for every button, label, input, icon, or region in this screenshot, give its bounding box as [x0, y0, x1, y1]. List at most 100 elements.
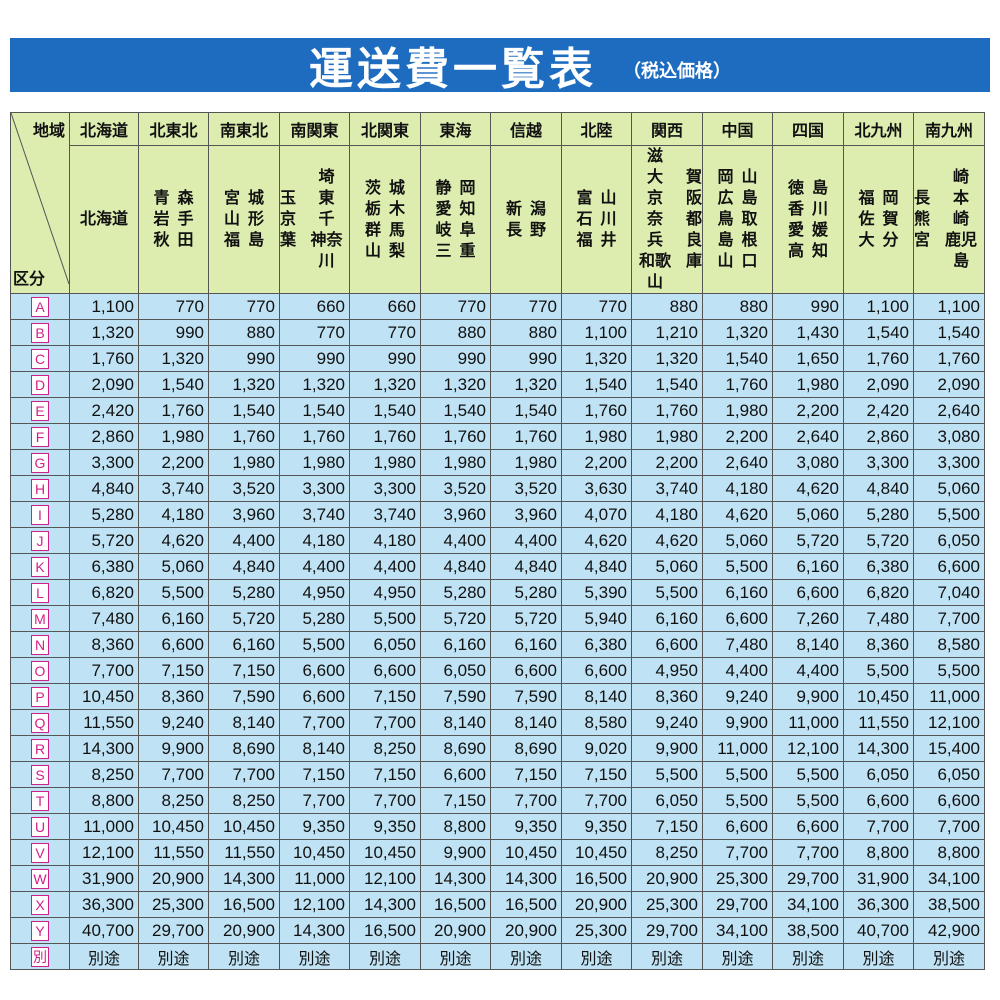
grade-badge: A [31, 296, 49, 317]
prefecture-column: 静愛岐三 [435, 178, 451, 262]
grade-badge: O [31, 660, 49, 681]
price-cell: 7,150 [631, 813, 703, 840]
region-header: 南東北 [208, 112, 280, 146]
price-cell: 1,320 [561, 345, 632, 372]
prefecture-char: 阜 [459, 221, 476, 239]
price-cell: 7,700 [349, 709, 421, 736]
price-cell: 4,620 [631, 527, 703, 554]
price-cell: 9,900 [631, 735, 703, 762]
grade-cell: K [10, 553, 70, 580]
prefecture-char: 島 [812, 179, 829, 197]
price-cell: 36,300 [69, 891, 139, 918]
price-cell: 7,150 [490, 761, 562, 788]
price-cell: 10,450 [490, 839, 562, 866]
price-cell: 1,320 [490, 371, 562, 398]
grade-badge: C [31, 348, 49, 369]
price-cell: 6,600 [913, 787, 985, 814]
price-cell: 8,140 [490, 709, 562, 736]
price-cell: 3,960 [208, 501, 280, 528]
price-cell: 7,150 [561, 761, 632, 788]
price-cell: 4,950 [631, 657, 703, 684]
price-cell: 5,500 [772, 761, 844, 788]
prefecture-column: 島川媛知 [812, 178, 828, 262]
price-cell: 880 [631, 293, 703, 320]
price-cell: 25,300 [138, 891, 209, 918]
price-cell: 5,500 [702, 761, 773, 788]
grade-badge: H [31, 478, 49, 499]
prefecture-char: 佐 [858, 211, 875, 228]
prefecture-char: 大 [858, 232, 875, 249]
price-cell: 6,160 [208, 631, 280, 658]
price-cell: 770 [208, 293, 280, 320]
price-cell: 5,500 [772, 787, 844, 814]
price-cell: 770 [138, 293, 209, 320]
grade-cell: V [10, 839, 70, 866]
price-cell: 10,450 [279, 839, 350, 866]
prefecture-char: 茨 [364, 179, 381, 197]
prefecture-char: 賀 [882, 211, 899, 228]
price-cell: 6,050 [631, 787, 703, 814]
price-cell: 7,700 [208, 761, 280, 788]
price-cell: 5,720 [208, 605, 280, 632]
price-cell: 5,390 [561, 579, 632, 606]
prefecture-column: 山島取根口 [742, 167, 758, 272]
price-cell: 25,300 [631, 891, 703, 918]
price-cell: 5,060 [913, 475, 985, 502]
price-cell: 1,760 [490, 423, 562, 450]
price-cell: 6,600 [279, 683, 350, 710]
price-cell: 11,000 [69, 813, 139, 840]
price-cell: 4,840 [420, 553, 491, 580]
price-cell: 1,980 [561, 423, 632, 450]
table-row: U 11,000 10,450 10,450 9,350 9,350 8,800 9,350 9… [10, 813, 985, 840]
table-row: A 1,100 770 770 660 660 770 770 770 880 880 990 1,10… [10, 293, 985, 320]
price-cell: 1,540 [420, 397, 491, 424]
table-row: E 2,420 1,760 1,540 1,540 1,540 1,540 1,540 1,76… [10, 397, 985, 424]
price-cell: 4,950 [349, 579, 421, 606]
price-cell: 4,400 [702, 657, 773, 684]
price-cell: 9,900 [702, 709, 773, 736]
price-cell: 660 [279, 293, 350, 320]
prefecture-char: 野 [530, 221, 547, 239]
price-cell: 7,700 [490, 787, 562, 814]
grade-badge: S [31, 764, 49, 785]
grade-cell: A [10, 293, 70, 320]
price-cell: 3,960 [420, 501, 491, 528]
prefecture-column: 城木馬梨 [389, 178, 405, 262]
price-cell: 5,500 [913, 501, 985, 528]
price-cell: 1,760 [208, 423, 280, 450]
price-cell: 6,050 [913, 527, 985, 554]
prefecture-char: 本 [953, 190, 970, 207]
table-row: J 5,720 4,620 4,400 4,180 4,180 4,400 4,400 4,62… [10, 527, 985, 554]
price-cell: 7,700 [561, 787, 632, 814]
price-cell: 5,720 [490, 605, 562, 632]
prefecture-char: 高 [787, 242, 804, 260]
price-cell: 9,350 [349, 813, 421, 840]
price-cell: 29,700 [702, 891, 773, 918]
price-cell: 7,480 [69, 605, 139, 632]
price-cell: 11,000 [702, 735, 773, 762]
table-row: Y 40,700 29,700 20,900 14,300 16,500 20,900 20,… [10, 917, 985, 944]
price-cell: 25,300 [561, 917, 632, 944]
prefecture-char: 福 [576, 232, 593, 249]
price-cell: 4,400 [420, 527, 491, 554]
prefecture-column: 宮山福 [224, 188, 240, 251]
price-cell: 4,840 [843, 475, 914, 502]
price-cell: 40,700 [69, 917, 139, 944]
price-cell: 5,500 [349, 605, 421, 632]
price-cell: 4,400 [279, 553, 350, 580]
price-cell: 1,760 [913, 345, 985, 372]
price-cell: 別途 [69, 943, 139, 970]
price-cell: 25,300 [702, 865, 773, 892]
price-cell: 14,300 [208, 865, 280, 892]
price-cell: 9,240 [138, 709, 209, 736]
price-cell: 3,740 [631, 475, 703, 502]
prefecture-char: 崎 [953, 169, 970, 186]
price-cell: 9,020 [561, 735, 632, 762]
price-cell: 5,720 [772, 527, 844, 554]
prefecture-column: 崎本崎鹿児島 [938, 167, 983, 272]
price-cell: 29,700 [631, 917, 703, 944]
price-cell: 1,320 [631, 345, 703, 372]
price-cell: 14,300 [490, 865, 562, 892]
grade-cell: Y [10, 917, 70, 944]
price-cell: 6,600 [772, 579, 844, 606]
